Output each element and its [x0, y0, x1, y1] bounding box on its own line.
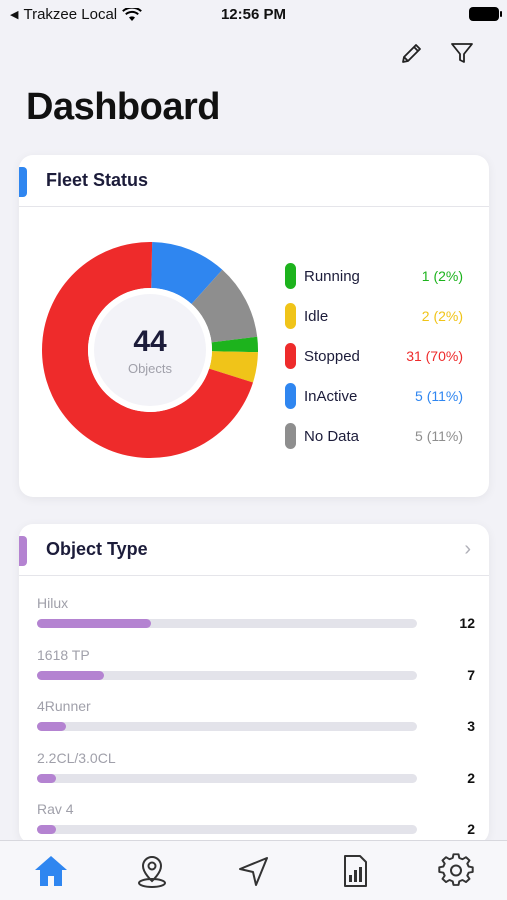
legend-item-idle[interactable]: Idle 2 (2%) — [285, 296, 475, 336]
fleet-status-legend: Running 1 (2%) Idle 2 (2%) Stopped 31 (70%) In… — [285, 256, 475, 456]
object-type-bar-fill — [37, 619, 151, 628]
chevron-right-icon[interactable]: › — [464, 538, 471, 560]
object-type-bar-fill — [37, 670, 104, 680]
tab-bar — [0, 840, 507, 900]
legend-item-running[interactable]: Running 1 (2%) — [285, 256, 475, 296]
settings-gear-icon — [438, 852, 475, 886]
object-type-row[interactable]: 2.2CL/3.0CL 2 — [19, 745, 489, 797]
object-type-count: 3 — [467, 718, 475, 734]
legend-value: 1 (2%) — [421, 268, 463, 284]
navigation-arrow-icon — [238, 856, 268, 886]
clock: 12:56 PM — [220, 6, 287, 23]
object-type-label: Hilux — [37, 595, 69, 611]
object-type-bar-track — [37, 619, 417, 628]
object-type-count: 2 — [467, 821, 475, 837]
object-type-list: Hilux 12 1618 TP 7 4Runner 3 2.2CL/3.0CL 2 Rav 4… — [19, 590, 489, 844]
battery-icon — [469, 7, 502, 21]
legend-swatch — [285, 263, 296, 289]
object-type-label: 2.2CL/3.0CL — [37, 749, 116, 766]
object-type-row[interactable]: Hilux 12 — [19, 590, 489, 642]
fleet-status-header: Fleet Status — [19, 155, 489, 207]
legend-value: 5 (11%) — [415, 388, 463, 404]
object-type-row[interactable]: 1618 TP 7 — [19, 642, 489, 694]
wifi-icon — [122, 7, 143, 21]
legend-item-stopped[interactable]: Stopped 31 (70%) — [285, 336, 475, 376]
legend-value: 5 (11%) — [415, 428, 463, 444]
back-to-app[interactable]: ◀ Trakzee Local — [10, 6, 143, 23]
filter-button[interactable] — [447, 38, 477, 68]
status-bar: ◀ Trakzee Local 12:56 PM — [0, 0, 507, 30]
object-type-row[interactable]: Rav 4 2 — [19, 796, 489, 844]
page-title: Dashboard — [26, 86, 220, 128]
back-arrow-icon: ◀ — [10, 9, 19, 21]
tab-locations[interactable] — [101, 841, 202, 900]
donut-slice-stopped[interactable] — [42, 241, 253, 458]
legend-label: No Data — [304, 427, 360, 445]
back-app-label: Trakzee Local — [23, 6, 118, 23]
donut-slice-idle[interactable] — [209, 351, 258, 383]
fleet-status-card[interactable]: Fleet Status 44 Objects Running 1 (2%) Idl… — [19, 155, 489, 497]
card-accent — [19, 167, 27, 197]
object-type-bar-fill — [37, 722, 66, 731]
tab-navigation[interactable] — [203, 841, 304, 900]
home-icon — [34, 855, 67, 886]
object-type-bar-track — [37, 825, 417, 834]
object-type-count: 2 — [467, 769, 475, 786]
legend-swatch — [285, 343, 296, 369]
donut-slice-no-data[interactable] — [191, 269, 258, 343]
legend-swatch — [285, 303, 296, 329]
pencil-icon — [402, 44, 421, 63]
donut-chart — [42, 241, 258, 458]
object-type-title: Object Type — [46, 539, 148, 559]
object-type-count: 12 — [459, 615, 475, 631]
fleet-status-title: Fleet Status — [46, 170, 149, 190]
legend-label: Stopped — [304, 347, 360, 365]
object-type-card[interactable]: Object Type › Hilux 12 1618 TP 7 4Runner 3 2.2… — [19, 524, 489, 844]
object-type-label: Rav 4 — [37, 801, 74, 817]
tab-reports[interactable] — [304, 841, 405, 900]
object-type-label: 1618 TP — [37, 646, 90, 663]
object-type-bar-fill — [37, 773, 56, 783]
legend-label: Running — [304, 267, 360, 285]
legend-value: 2 (2%) — [421, 308, 463, 324]
filter-icon — [451, 43, 473, 63]
object-type-bar-track — [37, 722, 417, 731]
object-type-bar-fill — [37, 825, 56, 834]
legend-item-inactive[interactable]: InActive 5 (11%) — [285, 376, 475, 416]
object-type-bar-track — [37, 670, 417, 680]
legend-label: Idle — [304, 307, 329, 325]
legend-swatch — [285, 423, 296, 449]
donut-slice-inactive[interactable] — [151, 242, 223, 304]
edit-button[interactable] — [397, 38, 427, 68]
object-type-header[interactable]: Object Type › — [19, 524, 489, 576]
legend-value: 31 (70%) — [406, 348, 463, 364]
legend-item-no-data[interactable]: No Data 5 (11%) — [285, 416, 475, 456]
object-type-label: 4Runner — [37, 698, 91, 714]
card-accent — [19, 536, 27, 566]
object-type-count: 7 — [467, 666, 475, 683]
object-type-bar-track — [37, 773, 417, 783]
location-pin-icon — [138, 855, 167, 888]
fleet-status-donut[interactable]: 44 Objects — [41, 241, 259, 459]
tab-home[interactable] — [0, 841, 101, 900]
legend-swatch — [285, 383, 296, 409]
donut-slice-running[interactable] — [211, 336, 258, 353]
legend-label: InActive — [304, 387, 358, 405]
donut-hole — [94, 294, 206, 406]
reports-icon — [343, 854, 367, 887]
tab-settings[interactable] — [406, 841, 507, 900]
object-type-row[interactable]: 4Runner 3 — [19, 693, 489, 745]
header-actions — [397, 38, 477, 68]
